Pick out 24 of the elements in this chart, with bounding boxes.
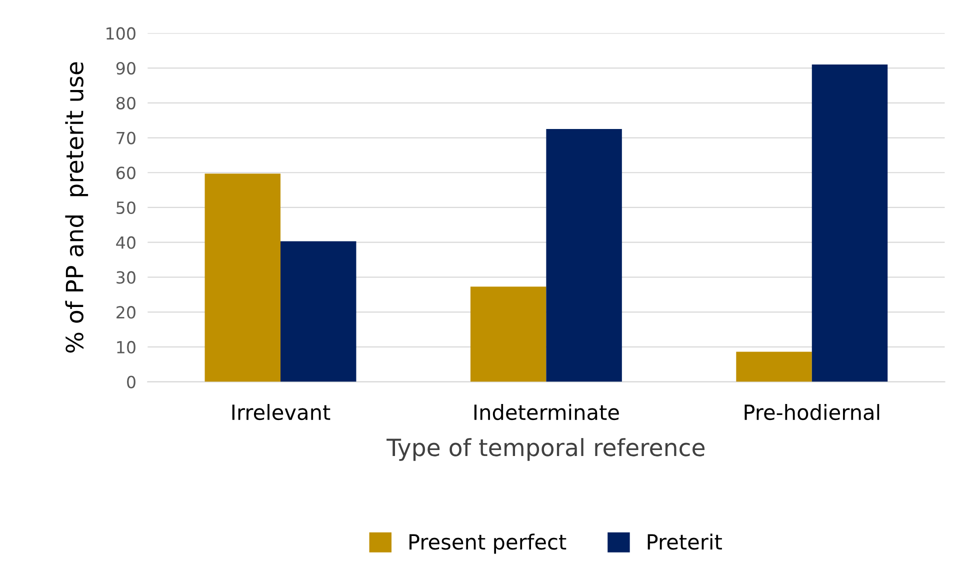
legend-label: Present perfect — [410, 534, 566, 554]
x-tick-label: Indeterminate — [474, 404, 619, 420]
y-tick-label: 30 — [116, 271, 136, 284]
y-tick-label: 80 — [116, 96, 136, 110]
x-tick-label: Pre-hodiernal — [744, 404, 880, 420]
y-tick-label: 50 — [116, 201, 136, 214]
y-tick-label: 10 — [117, 340, 136, 354]
bar — [546, 129, 622, 382]
y-tick-label: 90 — [116, 62, 136, 75]
x-axis-title: Type of temporal reference — [386, 438, 705, 461]
legend-label: Preterit — [648, 534, 722, 550]
bar — [204, 174, 280, 382]
y-tick-label: 70 — [116, 132, 136, 144]
y-tick-label: 20 — [116, 306, 136, 319]
bar — [280, 241, 356, 382]
bar — [812, 64, 888, 382]
y-axis-title: % of PP and preterit use — [65, 62, 88, 353]
bar — [470, 286, 546, 382]
y-tick-label: 40 — [116, 236, 136, 249]
y-tick-label: 60 — [116, 166, 136, 180]
y-tick-label: 100 — [106, 27, 136, 40]
y-tick-label: 0 — [127, 376, 136, 388]
bar — [736, 352, 812, 382]
x-tick-label: Irrelevant — [232, 404, 330, 420]
